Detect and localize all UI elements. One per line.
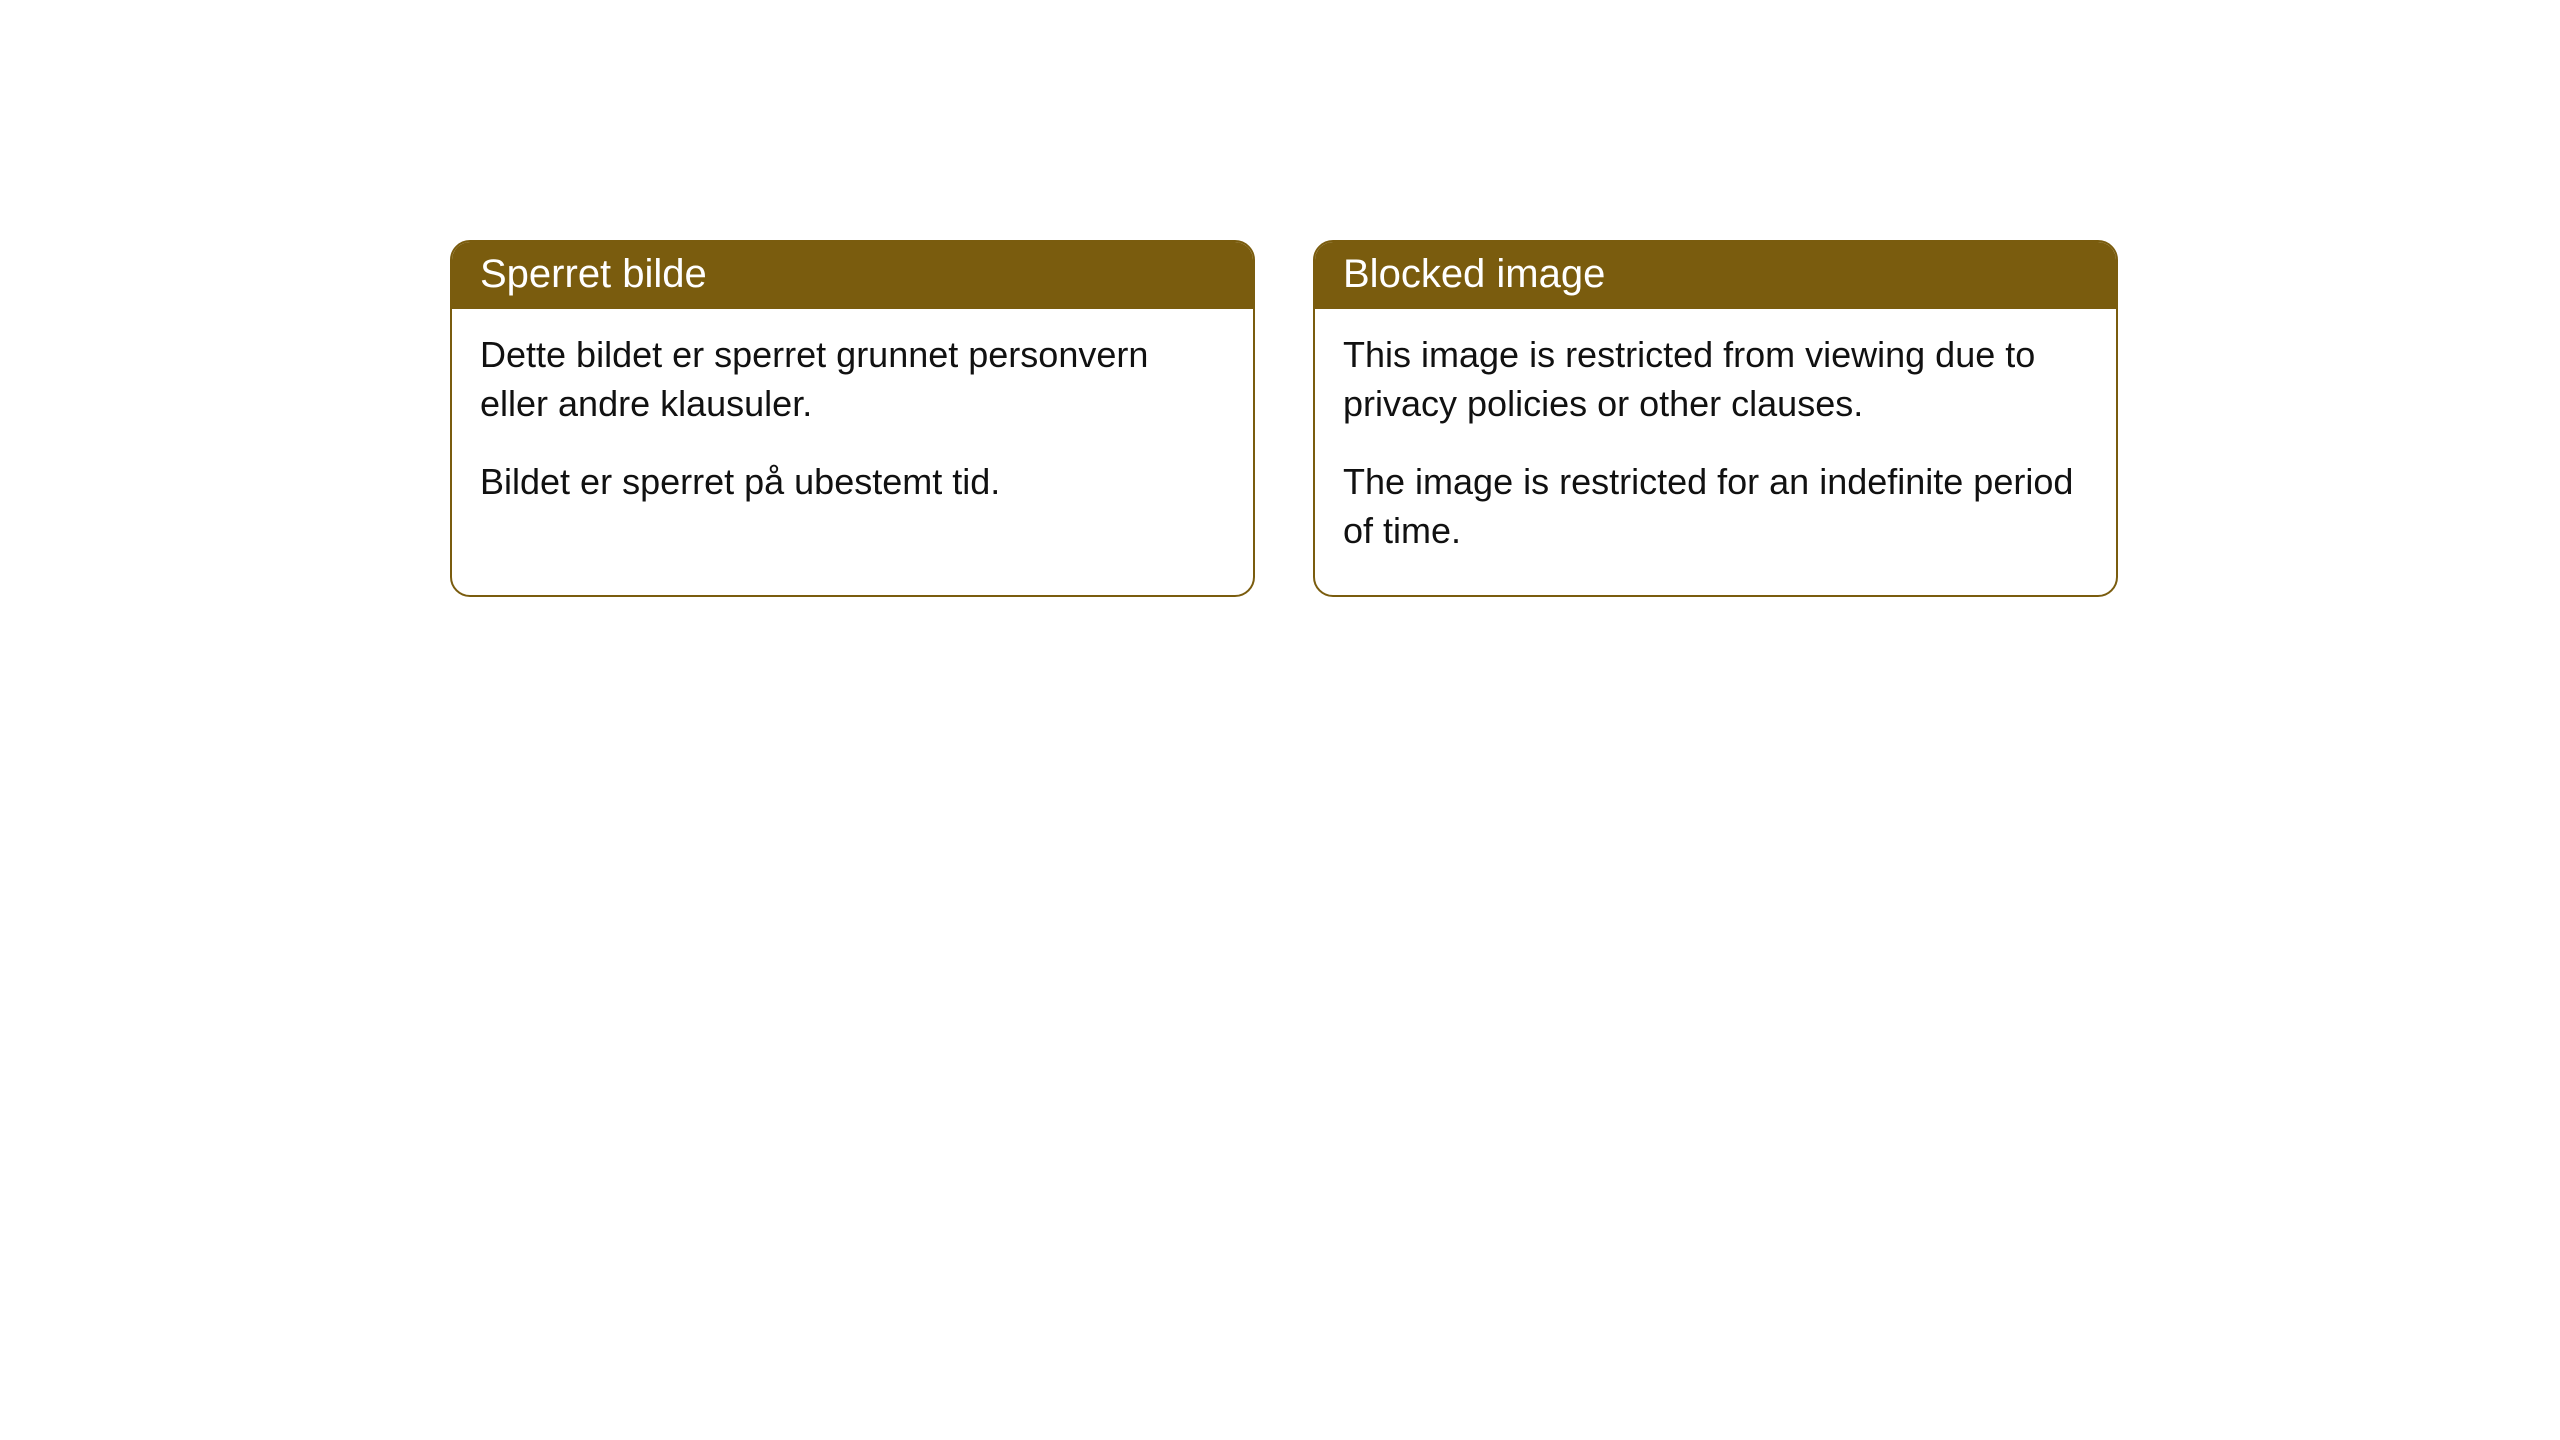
notice-card-header: Sperret bilde	[452, 242, 1253, 309]
notice-card-body: Dette bildet er sperret grunnet personve…	[452, 309, 1253, 547]
notice-card-title: Sperret bilde	[480, 252, 707, 296]
notice-card-paragraph: Bildet er sperret på ubestemt tid.	[480, 458, 1225, 507]
notice-cards-container: Sperret bilde Dette bildet er sperret gr…	[450, 240, 2118, 597]
notice-card-paragraph: Dette bildet er sperret grunnet personve…	[480, 331, 1225, 428]
notice-card-english: Blocked image This image is restricted f…	[1313, 240, 2118, 597]
notice-card-title: Blocked image	[1343, 252, 1605, 296]
notice-card-norwegian: Sperret bilde Dette bildet er sperret gr…	[450, 240, 1255, 597]
notice-card-header: Blocked image	[1315, 242, 2116, 309]
notice-card-body: This image is restricted from viewing du…	[1315, 309, 2116, 595]
notice-card-paragraph: The image is restricted for an indefinit…	[1343, 458, 2088, 555]
notice-card-paragraph: This image is restricted from viewing du…	[1343, 331, 2088, 428]
